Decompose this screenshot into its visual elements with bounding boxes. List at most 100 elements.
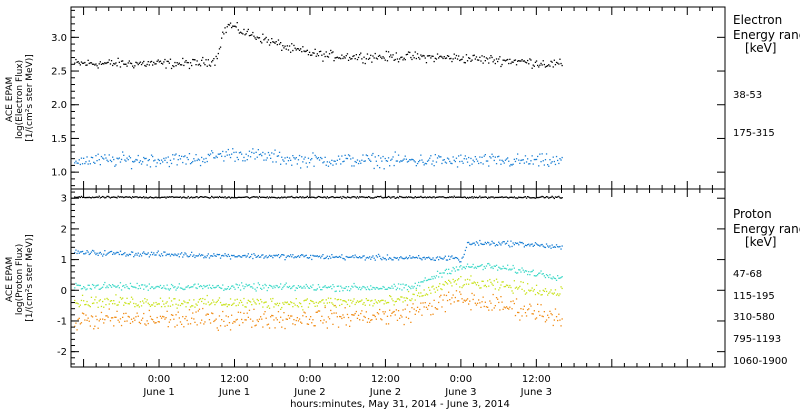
- proton-point: [112, 317, 114, 319]
- proton-point: [144, 252, 146, 255]
- electron-point: [108, 59, 110, 61]
- proton-point: [439, 272, 441, 274]
- electron-point: [80, 61, 83, 63]
- proton-point: [351, 285, 353, 287]
- proton-point: [544, 321, 547, 323]
- proton-point: [411, 196, 413, 199]
- electron-point: [189, 163, 192, 165]
- proton-point: [167, 196, 169, 198]
- proton-point: [533, 244, 535, 246]
- proton-point: [243, 297, 245, 300]
- proton-point: [432, 285, 434, 287]
- electron-point: [547, 65, 549, 67]
- electron-point: [411, 58, 413, 61]
- proton-point: [459, 266, 461, 268]
- electron-point: [548, 64, 550, 66]
- proton-point: [235, 305, 237, 307]
- proton-point: [196, 196, 198, 198]
- proton-point: [136, 196, 138, 198]
- proton-point: [154, 196, 156, 199]
- proton-point: [485, 196, 488, 198]
- electron-point: [371, 154, 373, 156]
- proton-point: [268, 196, 271, 198]
- proton-point: [302, 287, 304, 289]
- electron-point: [450, 57, 452, 60]
- proton-point: [440, 196, 442, 198]
- proton-point: [412, 287, 414, 289]
- proton-point: [537, 292, 539, 294]
- electron-point: [543, 164, 545, 166]
- proton-point: [534, 242, 537, 244]
- electron-point: [356, 58, 359, 61]
- proton-point: [315, 301, 317, 304]
- electron-point: [266, 41, 268, 43]
- proton-point: [308, 318, 311, 320]
- electron-point: [335, 163, 337, 165]
- proton-point: [174, 286, 176, 288]
- proton-point: [84, 287, 86, 289]
- proton-point: [487, 197, 489, 199]
- proton-point: [483, 196, 485, 198]
- proton-point: [324, 306, 326, 309]
- proton-point: [373, 302, 375, 305]
- electron-point: [412, 159, 414, 161]
- proton-point: [237, 311, 239, 313]
- electron-point: [513, 59, 515, 62]
- proton-point: [306, 257, 308, 259]
- electron-point: [413, 160, 415, 162]
- proton-point: [195, 196, 197, 198]
- proton-point: [433, 288, 435, 290]
- proton-point: [90, 315, 93, 317]
- proton-point: [272, 287, 274, 289]
- proton-point: [414, 313, 416, 315]
- electron-point: [178, 62, 180, 64]
- proton-point: [79, 284, 81, 287]
- proton-point: [436, 196, 439, 198]
- proton-point: [550, 312, 552, 315]
- electron-legend-item-38-53: 38-53: [733, 90, 762, 101]
- proton-point: [524, 312, 527, 314]
- proton-point: [327, 297, 330, 299]
- proton-point: [113, 300, 115, 302]
- electron-point: [474, 156, 476, 158]
- proton-point: [143, 302, 145, 304]
- proton-point: [102, 195, 104, 198]
- proton-point: [179, 287, 182, 289]
- proton-point: [321, 255, 323, 257]
- proton-point: [78, 317, 80, 319]
- proton-point: [366, 286, 369, 288]
- electron-point: [482, 62, 484, 64]
- proton-point: [292, 254, 294, 256]
- proton-point: [476, 265, 479, 268]
- proton-point: [261, 254, 263, 256]
- electron-ylabel-units: [1/(cm²s ster MeV)]: [25, 54, 35, 141]
- proton-point: [429, 278, 431, 281]
- electron-point: [301, 156, 303, 158]
- proton-point: [518, 311, 520, 314]
- proton-point: [144, 284, 146, 286]
- proton-point: [199, 196, 202, 198]
- electron-point: [199, 164, 202, 167]
- electron-point: [551, 161, 553, 163]
- proton-point: [330, 196, 332, 198]
- electron-point: [145, 65, 147, 67]
- electron-point: [414, 51, 416, 53]
- proton-point: [165, 317, 167, 319]
- proton-point: [158, 254, 160, 256]
- electron-point: [357, 162, 360, 165]
- proton-point: [353, 298, 355, 300]
- electron-point: [85, 161, 87, 163]
- proton-point: [480, 287, 482, 289]
- proton-point: [244, 286, 246, 288]
- proton-point: [538, 293, 540, 295]
- proton-point: [108, 251, 110, 254]
- proton-point: [535, 243, 538, 245]
- proton-point: [442, 272, 444, 274]
- proton-point: [249, 301, 252, 303]
- electron-point: [264, 153, 266, 155]
- electron-point: [456, 166, 459, 168]
- proton-point: [387, 258, 390, 260]
- proton-point: [395, 289, 397, 291]
- proton-point: [529, 290, 531, 292]
- proton-point: [253, 300, 255, 302]
